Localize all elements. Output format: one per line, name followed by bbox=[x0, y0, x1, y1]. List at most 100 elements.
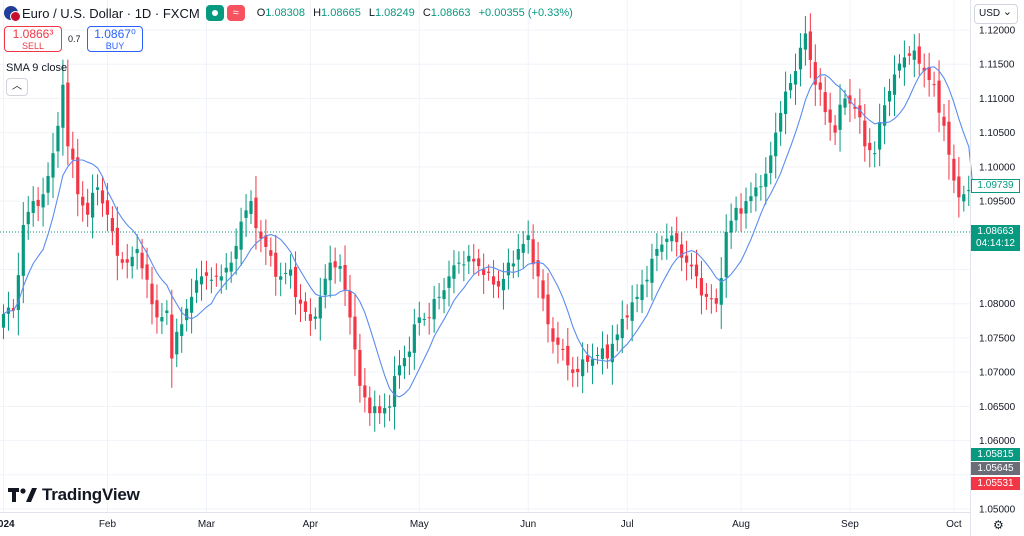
candle bbox=[947, 99, 951, 180]
candle bbox=[818, 68, 822, 106]
mid-price-label: 1.05645 bbox=[971, 462, 1020, 475]
candle-body bbox=[551, 328, 555, 342]
candle-body bbox=[709, 298, 713, 300]
time-tick-label: Mar bbox=[198, 519, 216, 530]
candle-body bbox=[556, 337, 560, 345]
candle-body bbox=[853, 106, 857, 109]
candle-body bbox=[76, 157, 80, 195]
market-open-icon[interactable] bbox=[205, 5, 224, 21]
candle-body bbox=[843, 98, 847, 108]
candle-body bbox=[180, 324, 184, 336]
candle bbox=[274, 234, 278, 296]
candle bbox=[452, 250, 456, 294]
price-tick-label: 1.05000 bbox=[979, 505, 1016, 516]
candle bbox=[491, 260, 496, 298]
candle bbox=[284, 262, 288, 285]
candle bbox=[36, 187, 40, 222]
candle bbox=[729, 203, 733, 249]
price-tick-label: 1.08000 bbox=[979, 299, 1016, 310]
candle-body bbox=[269, 250, 273, 256]
candle bbox=[704, 283, 708, 310]
settings-icon[interactable]: ⚙ bbox=[993, 518, 1004, 532]
candle-body bbox=[284, 272, 288, 274]
tradingview-logo[interactable]: TradingView bbox=[8, 485, 140, 505]
candle bbox=[571, 356, 575, 388]
candle bbox=[878, 103, 882, 167]
candle bbox=[130, 246, 134, 279]
candle bbox=[120, 251, 124, 270]
candle-body bbox=[135, 248, 139, 254]
candle-body bbox=[680, 244, 684, 258]
candle-body bbox=[897, 63, 902, 71]
candle bbox=[541, 269, 545, 312]
candle-body bbox=[516, 248, 520, 260]
time-tick-label: Sep bbox=[841, 519, 859, 530]
candle-body bbox=[803, 33, 807, 50]
candle-body bbox=[714, 298, 718, 304]
ohlc-readout: O1.08308 H1.08665 L1.08249 C1.08663 +0.0… bbox=[256, 7, 573, 19]
candle bbox=[170, 289, 174, 388]
candle-body bbox=[868, 142, 872, 151]
candle-body bbox=[274, 252, 278, 277]
candle-body bbox=[887, 90, 892, 102]
candle-body bbox=[932, 84, 936, 86]
candle bbox=[204, 260, 209, 290]
candle-body bbox=[224, 267, 228, 273]
candle bbox=[437, 283, 441, 310]
candle-body bbox=[51, 153, 55, 178]
candle-body bbox=[883, 105, 887, 126]
candle-body bbox=[858, 105, 862, 118]
candle bbox=[536, 241, 540, 299]
candle-body bbox=[605, 344, 609, 359]
candle bbox=[927, 52, 931, 97]
candle bbox=[234, 228, 238, 275]
candle-body bbox=[437, 296, 441, 298]
candle-body bbox=[645, 279, 649, 282]
candle bbox=[66, 59, 70, 166]
candle-body bbox=[115, 227, 119, 256]
buy-button[interactable]: 1.0867⁰ BUY bbox=[87, 26, 143, 52]
candle bbox=[56, 112, 60, 168]
candle-body bbox=[452, 265, 456, 279]
symbol-title[interactable]: Euro / U.S. Dollar · 1D · FXCM bbox=[22, 5, 200, 21]
candle bbox=[95, 174, 100, 206]
time-tick-label: Feb bbox=[99, 519, 117, 530]
candle-body bbox=[660, 244, 664, 252]
candle-body bbox=[744, 201, 748, 214]
candle-body bbox=[160, 317, 164, 322]
currency-select[interactable]: USD bbox=[974, 3, 1018, 24]
candle bbox=[115, 206, 119, 281]
candle bbox=[892, 55, 897, 116]
candle-body bbox=[353, 316, 357, 350]
sell-button[interactable]: 1.0866³ SELL bbox=[4, 26, 62, 52]
candle-body bbox=[105, 200, 110, 215]
candle bbox=[640, 269, 644, 314]
candle bbox=[784, 71, 788, 135]
candle bbox=[175, 318, 179, 368]
candle bbox=[11, 299, 15, 319]
candle bbox=[714, 288, 718, 313]
indicator-label[interactable]: SMA 9 close bbox=[6, 62, 68, 74]
candle bbox=[610, 325, 614, 385]
candle-body bbox=[734, 207, 738, 221]
chevron-up-icon[interactable]: ︿ bbox=[6, 78, 28, 96]
candle-body bbox=[595, 355, 600, 357]
candle-body bbox=[363, 385, 367, 398]
candle-body bbox=[289, 269, 293, 276]
candle-body bbox=[798, 47, 803, 70]
candle-body bbox=[303, 301, 308, 312]
wave-icon[interactable]: ≈ bbox=[226, 5, 245, 21]
candle bbox=[566, 327, 570, 381]
candle-body bbox=[640, 284, 644, 301]
candle bbox=[615, 324, 619, 352]
price-tick-label: 1.10000 bbox=[979, 162, 1016, 173]
candle-body bbox=[764, 173, 768, 187]
candle-body bbox=[244, 210, 248, 218]
candle bbox=[100, 176, 105, 217]
candle bbox=[61, 59, 65, 156]
candle-body bbox=[482, 269, 486, 275]
candle-body bbox=[892, 74, 897, 95]
candle bbox=[313, 307, 317, 330]
time-tick-label: Oct bbox=[946, 519, 962, 530]
